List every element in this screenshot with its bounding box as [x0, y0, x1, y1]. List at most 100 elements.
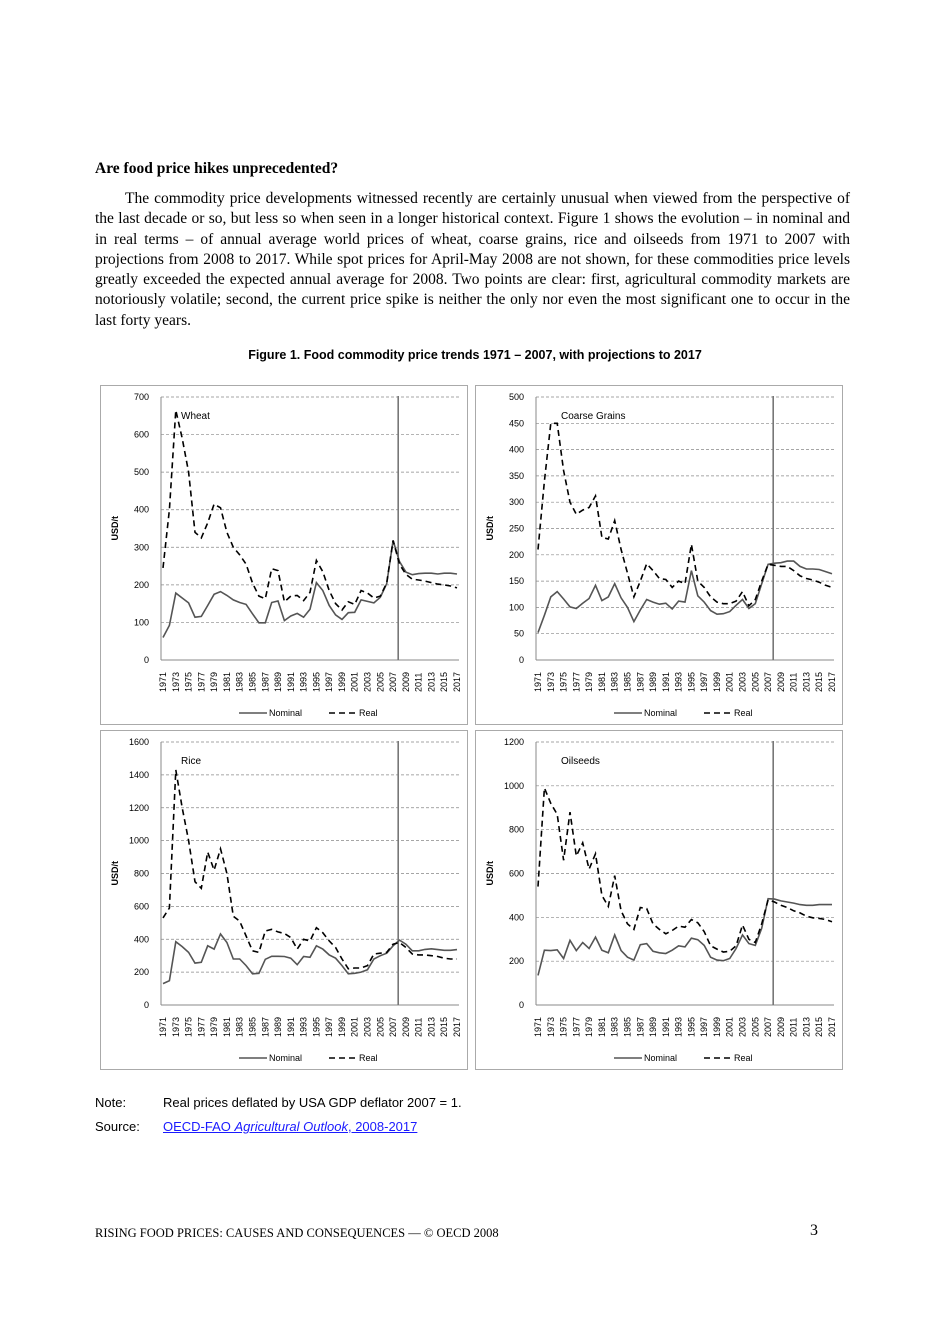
y-axis-label: USD/t [485, 516, 495, 541]
series-nominal-line [537, 560, 833, 633]
x-tick-label: 2017 [827, 672, 837, 692]
legend-label: Real [359, 708, 378, 718]
x-tick-label: 1979 [209, 672, 219, 692]
x-tick-label: 1971 [158, 1017, 168, 1037]
body-paragraph: The commodity price developments witness… [95, 190, 850, 329]
x-tick-label: 1999 [712, 672, 722, 692]
x-tick-label: 2001 [350, 1017, 360, 1037]
x-tick-label: 1999 [337, 1017, 347, 1037]
x-tick-label: 1981 [222, 1017, 232, 1037]
source-link-suffix: , 2008-2017 [347, 1119, 418, 1134]
x-tick-label: 1997 [324, 1017, 334, 1037]
y-tick-label: 200 [509, 550, 524, 560]
y-tick-label: 100 [509, 602, 524, 612]
x-tick-label: 1977 [196, 1017, 206, 1037]
y-tick-label: 700 [134, 392, 149, 402]
y-tick-label: 200 [134, 580, 149, 590]
note-text: Real prices deflated by USA GDP deflator… [163, 1095, 462, 1110]
y-tick-label: 300 [134, 542, 149, 552]
x-tick-label: 2017 [452, 672, 462, 692]
y-tick-label: 100 [134, 617, 149, 627]
y-tick-label: 150 [509, 576, 524, 586]
y-tick-label: 1000 [504, 781, 524, 791]
x-tick-label: 2013 [426, 672, 436, 692]
x-tick-label: 1973 [171, 672, 181, 692]
x-tick-label: 2007 [763, 1017, 773, 1037]
x-tick-label: 1995 [311, 672, 321, 692]
x-tick-label: 2005 [375, 1017, 385, 1037]
x-tick-label: 1977 [571, 672, 581, 692]
figure-note: Note: Real prices deflated by USA GDP def… [95, 1095, 462, 1110]
x-tick-label: 1985 [247, 1017, 257, 1037]
x-tick-label: 1989 [648, 672, 658, 692]
chart-title: Oilseeds [561, 756, 600, 767]
y-tick-label: 800 [509, 825, 524, 835]
x-tick-label: 1991 [286, 1017, 296, 1037]
x-tick-label: 1997 [699, 672, 709, 692]
x-tick-label: 2001 [725, 1017, 735, 1037]
series-nominal-line [162, 540, 458, 638]
source-link-title: Agricultural Outlook [234, 1119, 348, 1134]
legend-label: Nominal [644, 708, 677, 718]
x-tick-label: 2003 [738, 1017, 748, 1037]
x-tick-label: 1983 [235, 1017, 245, 1037]
y-tick-label: 400 [134, 934, 149, 944]
x-tick-label: 2009 [776, 672, 786, 692]
x-tick-label: 1979 [209, 1017, 219, 1037]
chart-title: Rice [181, 756, 201, 767]
x-tick-label: 2009 [401, 1017, 411, 1037]
x-tick-label: 1975 [559, 1017, 569, 1037]
legend-label: Real [734, 708, 753, 718]
x-tick-label: 1997 [699, 1017, 709, 1037]
chart-coarse-grains: 0 50 100 150 200 250 300 350 400 450 500 1971 1973 19… [475, 385, 843, 725]
x-tick-label: 2001 [725, 672, 735, 692]
x-tick-label: 1985 [247, 672, 257, 692]
y-tick-label: 1400 [129, 770, 149, 780]
chart-title: Wheat [181, 411, 210, 422]
source-link-prefix: OECD-FAO [163, 1119, 235, 1134]
x-tick-label: 2007 [388, 1017, 398, 1037]
chart-wheat: 0 100 200 300 400 500 600 700 1971 1973 1975 1977 19… [100, 385, 468, 725]
x-tick-label: 2003 [363, 1017, 373, 1037]
figure-source: Source: OECD-FAO Agricultural Outlook, 20… [95, 1119, 417, 1134]
x-tick-label: 2013 [426, 1017, 436, 1037]
chart-svg: 0 200 400 600 800 1000 1200 1971 1973 1975 1977 197… [485, 737, 837, 1063]
legend-label: Nominal [644, 1053, 677, 1063]
chart-rice: 0 200 400 600 800 1000 1200 1400 1600 1971 1973 197… [100, 730, 468, 1070]
x-tick-label: 1973 [546, 1017, 556, 1037]
x-tick-label: 2011 [789, 1018, 799, 1037]
x-tick-label: 2005 [375, 672, 385, 692]
y-tick-label: 400 [509, 445, 524, 455]
y-tick-label: 350 [509, 471, 524, 481]
legend-label: Real [359, 1053, 378, 1063]
source-label: Source: [95, 1119, 140, 1134]
x-tick-label: 1993 [674, 1017, 684, 1037]
page-footer: RISING FOOD PRICES: CAUSES AND CONSEQUEN… [95, 1226, 499, 1240]
legend-label: Nominal [269, 708, 302, 718]
x-tick-label: 2011 [414, 1018, 424, 1037]
x-tick-label: 1991 [661, 1017, 671, 1037]
x-tick-label: 2015 [814, 1017, 824, 1037]
y-tick-label: 1600 [129, 737, 149, 747]
x-tick-label: 1993 [674, 672, 684, 692]
x-tick-label: 1985 [622, 1017, 632, 1037]
x-tick-label: 1995 [686, 1017, 696, 1037]
series-nominal-line [162, 932, 458, 985]
y-tick-label: 0 [519, 655, 524, 665]
legend-label: Nominal [269, 1053, 302, 1063]
x-tick-label: 1977 [196, 672, 206, 692]
series-nominal-line [537, 897, 832, 976]
x-tick-label: 2003 [363, 672, 373, 692]
series-real-line [537, 422, 833, 608]
section-heading: Are food price hikes unprecedented? [95, 160, 339, 177]
series-real-line [162, 769, 457, 970]
x-tick-label: 1975 [559, 672, 569, 692]
source-link[interactable]: OECD-FAO Agricultural Outlook, 2008-2017 [163, 1119, 417, 1134]
x-tick-label: 1983 [610, 1017, 620, 1037]
y-tick-label: 0 [144, 655, 149, 665]
x-tick-label: 1977 [571, 1017, 581, 1037]
x-tick-label: 1975 [184, 1017, 194, 1037]
y-tick-label: 0 [144, 1000, 149, 1010]
